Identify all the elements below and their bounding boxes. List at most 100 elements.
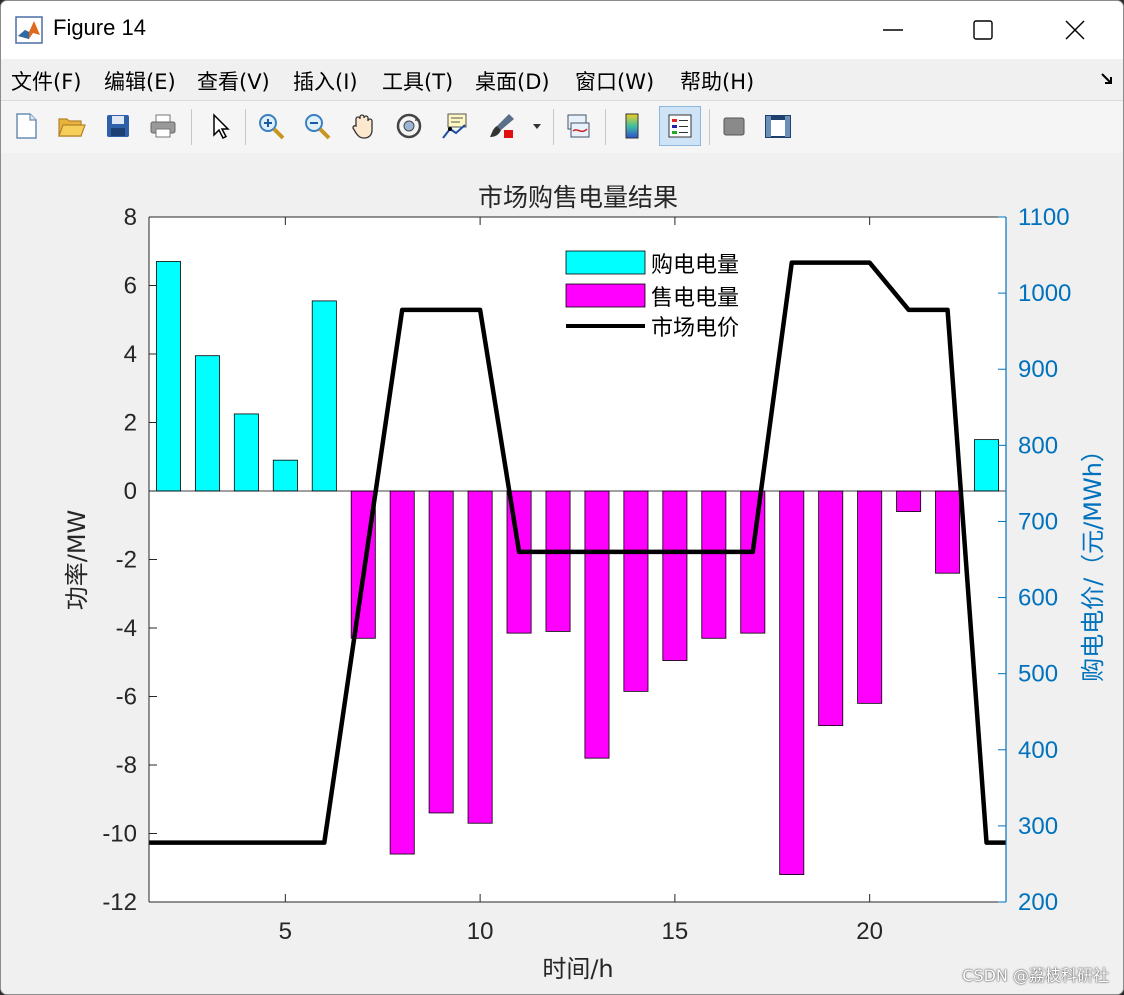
brush-icon[interactable] (485, 109, 519, 143)
toolbar-separator (605, 109, 606, 145)
y-tick-right-label: 800 (1018, 432, 1058, 459)
window-title: Figure 14 (53, 15, 146, 40)
bar-sell (740, 490, 766, 634)
y-tick-label: -2 (116, 547, 137, 574)
y-tick-right-label: 900 (1018, 356, 1058, 383)
data-cursor-icon[interactable] (438, 109, 472, 143)
menu-window[interactable]: 窗口(W) (575, 70, 655, 94)
dock-arrow-icon[interactable] (1099, 71, 1115, 87)
bar-sell (818, 490, 844, 727)
maximize-icon (973, 20, 993, 40)
menu-tools[interactable]: 工具(T) (382, 70, 454, 94)
y-tick-label: -8 (116, 752, 137, 779)
close-button[interactable] (1029, 1, 1121, 59)
y-tick-label: -12 (102, 889, 137, 916)
close-icon (1065, 20, 1085, 40)
chart[interactable]: 5 10 15 20 -12 -10 -8 -6 -4 -2 0 2 4 6 8 200 300 400 500 60… (1, 153, 1123, 994)
toolbar-separator (553, 109, 554, 145)
bar-buy (233, 413, 259, 492)
bar-sell (428, 490, 454, 814)
legend-label-sell: 售电电量 (651, 286, 739, 311)
zoom-out-icon[interactable] (300, 109, 334, 143)
matlab-logo-icon (15, 16, 43, 44)
price-line (149, 260, 1006, 845)
menu-view[interactable]: 查看(V) (197, 70, 270, 94)
legend-swatch-buy (565, 250, 646, 275)
maximize-button[interactable] (937, 1, 1029, 59)
bar-buy (272, 459, 298, 492)
y-tick-right-label: 200 (1018, 889, 1058, 916)
zoom-in-icon[interactable] (254, 109, 288, 143)
y-tick-right-label: 700 (1018, 508, 1058, 535)
x-axis-label: 时间/h (542, 955, 613, 983)
x-tick-label: 15 (662, 918, 689, 945)
pointer-icon[interactable] (203, 109, 237, 143)
minimize-button[interactable] (847, 1, 939, 59)
legend[interactable]: 购电电量 售电电量 市场电价 (563, 245, 747, 341)
new-figure-icon[interactable] (9, 109, 43, 143)
show-plot-tools-icon[interactable] (761, 109, 795, 143)
bar-sell (779, 490, 805, 876)
title-bar: Figure 14 (1, 1, 1123, 59)
toolbar-separator (245, 109, 246, 145)
legend-label-price: 市场电价 (651, 316, 739, 341)
open-file-icon[interactable] (54, 109, 88, 143)
bar-sell (935, 490, 961, 574)
y-tick-label: 8 (124, 204, 137, 231)
print-icon[interactable] (146, 109, 180, 143)
y-tick-label: -6 (116, 684, 137, 711)
bar-sell (545, 490, 571, 632)
bar-sell (623, 490, 649, 692)
bar-buy (311, 300, 337, 492)
bar-sell (896, 490, 922, 512)
watermark: CSDN @荔枝科研社 (962, 966, 1109, 985)
y-tick-right-label: 600 (1018, 585, 1058, 612)
y-tick-label: -10 (102, 821, 137, 848)
menu-edit[interactable]: 编辑(E) (104, 70, 176, 94)
toolbar-separator (191, 109, 192, 145)
pan-hand-icon[interactable] (346, 109, 380, 143)
hide-plot-tools-icon[interactable] (717, 109, 751, 143)
menu-bar: 文件(F) 编辑(E) 查看(V) 插入(I) 工具(T) 桌面(D) 窗口(W… (1, 59, 1123, 99)
menu-file[interactable]: 文件(F) (11, 70, 82, 94)
y-tick-label: 4 (124, 341, 137, 368)
bar-sell (467, 490, 493, 824)
y-axis-label: 功率/MW (63, 510, 91, 611)
y-tick-label: 6 (124, 273, 137, 300)
y-tick-right-label: 400 (1018, 737, 1058, 764)
menu-insert[interactable]: 插入(I) (293, 70, 358, 94)
toolbar (1, 100, 1123, 154)
menu-help[interactable]: 帮助(H) (680, 70, 755, 94)
y-tick-label: 2 (124, 410, 137, 437)
figure-canvas: 5 10 15 20 -12 -10 -8 -6 -4 -2 0 2 4 6 8 200 300 400 500 60… (1, 153, 1123, 994)
y-tick-label: -4 (116, 615, 137, 642)
minimize-icon (883, 29, 903, 31)
bar-buy (194, 355, 220, 492)
bar-buy (156, 261, 181, 492)
y-tick-right-label: 500 (1018, 661, 1058, 688)
y-tick-right-label: 1000 (1018, 280, 1071, 307)
x-tick-label: 5 (279, 918, 292, 945)
y-axis-right-label: 购电电价/（元/MWh） (1079, 438, 1107, 682)
y-tick-right-label: 1100 (1018, 204, 1070, 231)
bar-sell (389, 490, 415, 855)
legend-icon[interactable] (659, 106, 701, 146)
bar-sell (662, 490, 688, 661)
chart-title: 市场购售电量结果 (478, 183, 678, 212)
link-plot-icon[interactable] (561, 109, 595, 143)
menu-desktop[interactable]: 桌面(D) (475, 70, 550, 94)
rotate-3d-icon[interactable] (392, 109, 426, 143)
y-tick-right-label: 300 (1018, 813, 1058, 840)
y-tick-label: 0 (124, 478, 137, 505)
legend-label-buy: 购电电量 (651, 253, 739, 278)
brush-dropdown-icon[interactable] (527, 109, 547, 143)
legend-swatch-sell (565, 283, 646, 308)
x-tick-label: 20 (856, 918, 883, 945)
bar-buy (974, 439, 999, 492)
save-icon[interactable] (101, 109, 135, 143)
toolbar-separator (709, 109, 710, 145)
bar-sell (584, 490, 610, 759)
bar-sell (701, 490, 727, 639)
colorbar-icon[interactable] (615, 109, 649, 143)
